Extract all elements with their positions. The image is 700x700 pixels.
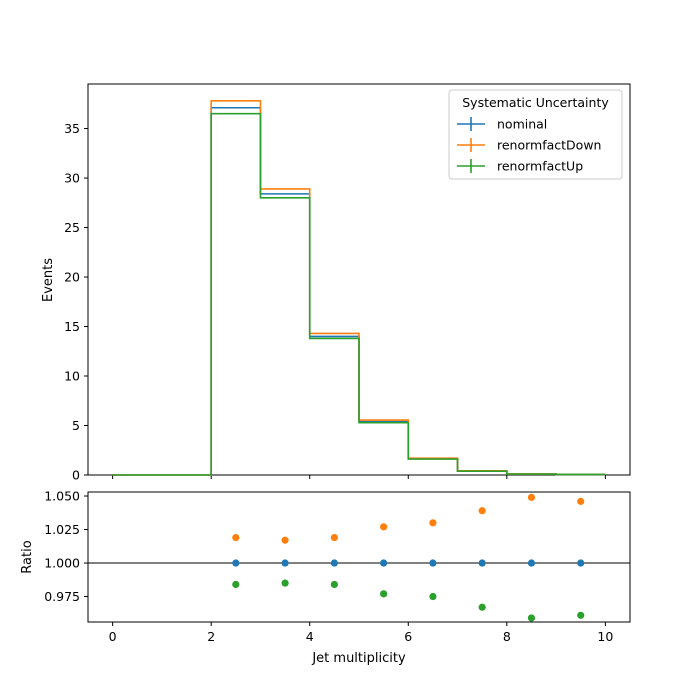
ratio-point-renormfactUp-6 bbox=[527, 614, 536, 622]
ratio-ylabel: Ratio bbox=[20, 540, 35, 573]
ratio-point-nominal-0 bbox=[232, 559, 240, 567]
ratio-xlabel: Jet multiplicity bbox=[311, 651, 406, 666]
main-ytick-label-2: 10 bbox=[64, 369, 80, 384]
ratio-point-renormfactUp-7 bbox=[577, 611, 585, 619]
ratio-point-renormfactDown-1 bbox=[281, 536, 289, 544]
ratio-xtick-label-0: 0 bbox=[109, 629, 117, 644]
ratio-ytick-label-2: 1.025 bbox=[44, 522, 80, 537]
ratio-points bbox=[232, 493, 585, 622]
main-ylabel: Events bbox=[41, 258, 56, 302]
main-axis-ticks: 0 5 10 15 20 25 30 35 bbox=[64, 121, 606, 483]
series-renormfactUp-step bbox=[112, 112, 606, 476]
main-ytick-label-5: 25 bbox=[64, 220, 80, 235]
ratio-ytick-label-0: 0.975 bbox=[44, 589, 80, 604]
legend-label-renormfactDown: renormfactDown bbox=[497, 138, 601, 153]
ratio-point-renormfactUp-1 bbox=[281, 579, 289, 587]
main-ytick-label-3: 15 bbox=[64, 319, 80, 334]
ratio-point-nominal-4 bbox=[429, 559, 437, 567]
legend-frame bbox=[448, 89, 623, 180]
ratio-point-renormfactUp-5 bbox=[478, 603, 486, 611]
ratio-point-nominal-3 bbox=[380, 559, 388, 567]
ratio-point-renormfactDown-7 bbox=[577, 497, 585, 505]
ratio-point-renormfactDown-3 bbox=[380, 523, 388, 531]
main-ytick-label-7: 35 bbox=[64, 121, 80, 136]
ratio-point-renormfactUp-0 bbox=[232, 580, 240, 589]
ratio-xtick-label-4: 8 bbox=[503, 629, 511, 644]
ratio-axis-ticks: 0 2 4 6 8 10 0.975 1.000 1.025 1.050 bbox=[44, 489, 613, 644]
ratio-point-renormfactUp-4 bbox=[429, 592, 437, 601]
ratio-point-renormfactDown-0 bbox=[232, 533, 240, 542]
legend: Systematic Uncertainty nominal renormfact… bbox=[448, 89, 623, 180]
ratio-point-nominal-2 bbox=[330, 559, 338, 567]
ratio-point-renormfactDown-5 bbox=[478, 507, 486, 515]
ratio-point-renormfactUp-2 bbox=[330, 580, 338, 589]
legend-title: Systematic Uncertainty bbox=[462, 95, 609, 110]
ratio-point-renormfactDown-6 bbox=[527, 493, 536, 501]
main-ytick-label-6: 30 bbox=[64, 171, 80, 186]
main-axes-frame bbox=[87, 83, 631, 476]
legend-entries: nominal renormfactDown renormfactUp bbox=[457, 117, 601, 174]
ratio-xtick-label-5: 10 bbox=[597, 629, 613, 644]
legend-entry-renormfactDown: renormfactDown bbox=[457, 138, 601, 153]
ratio-xtick-label-3: 6 bbox=[404, 629, 412, 644]
legend-label-nominal: nominal bbox=[497, 117, 547, 132]
main-histogram-panel: 0 5 10 15 20 25 30 35 Events bbox=[41, 83, 631, 483]
ratio-panel: 0 2 4 6 8 10 0.975 1.000 1.025 1.050 Ratio Jet mu… bbox=[20, 489, 631, 666]
legend-entry-nominal: nominal bbox=[457, 117, 547, 132]
main-ytick-label-4: 20 bbox=[64, 270, 80, 285]
main-ytick-label-0: 0 bbox=[72, 468, 80, 483]
ratio-xtick-label-1: 2 bbox=[207, 629, 215, 644]
ratio-point-nominal-7 bbox=[577, 559, 585, 567]
ratio-point-renormfactUp-3 bbox=[380, 590, 388, 598]
ratio-point-nominal-5 bbox=[478, 559, 486, 567]
ratio-point-renormfactDown-2 bbox=[330, 533, 338, 542]
ratio-point-nominal-6 bbox=[527, 559, 536, 567]
ratio-ytick-label-1: 1.000 bbox=[44, 556, 80, 571]
main-ytick-label-1: 5 bbox=[72, 418, 80, 433]
ratio-point-renormfactDown-4 bbox=[429, 519, 437, 527]
ratio-ytick-label-3: 1.050 bbox=[44, 489, 80, 504]
ratio-axes-frame bbox=[87, 491, 631, 623]
ratio-point-nominal-1 bbox=[281, 559, 289, 567]
legend-label-renormfactUp: renormfactUp bbox=[497, 159, 583, 174]
legend-entry-renormfactUp: renormfactUp bbox=[457, 159, 583, 174]
main-series-lines bbox=[112, 100, 606, 476]
ratio-xtick-label-2: 4 bbox=[306, 629, 314, 644]
